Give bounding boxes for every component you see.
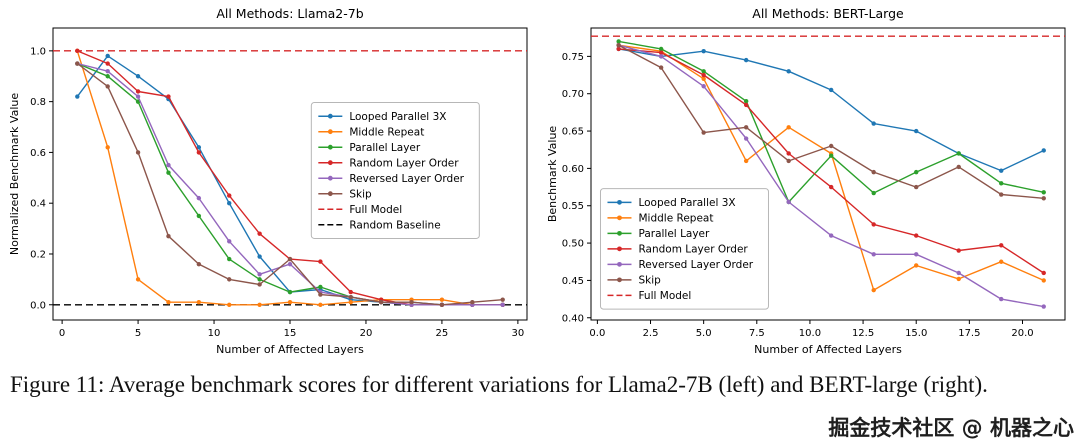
svg-text:25: 25 <box>436 328 449 339</box>
svg-text:1.0: 1.0 <box>30 46 46 57</box>
bert-large-chart-svg: 0.0 2.5 5.0 7.5 10.0 12.5 15.0 17.5 20.0 0.40 0.45… <box>546 6 1066 356</box>
svg-text:2.5: 2.5 <box>643 328 659 339</box>
svg-text:Middle Repeat: Middle Repeat <box>349 126 424 138</box>
svg-text:0.55: 0.55 <box>562 201 584 212</box>
svg-text:17.5: 17.5 <box>958 328 980 339</box>
svg-text:0.0: 0.0 <box>30 300 46 311</box>
svg-text:Parallel Layer: Parallel Layer <box>349 142 421 154</box>
svg-text:Skip: Skip <box>349 188 372 200</box>
svg-text:Number of Affected Layers: Number of Affected Layers <box>754 343 902 356</box>
svg-text:15: 15 <box>284 328 297 339</box>
svg-text:All Methods: Llama2-7b: All Methods: Llama2-7b <box>216 6 363 21</box>
svg-text:0.4: 0.4 <box>30 199 46 210</box>
svg-text:All Methods: BERT-Large: All Methods: BERT-Large <box>752 6 904 21</box>
llama2-7b-chart: 0 5 10 15 20 25 30 0.0 0.2 0.4 0.6 0.8 1.0 All Method… <box>5 4 537 360</box>
svg-text:Random Layer Order: Random Layer Order <box>638 243 748 255</box>
svg-text:20.0: 20.0 <box>1011 328 1033 339</box>
svg-text:10: 10 <box>208 328 221 339</box>
svg-text:0: 0 <box>59 328 65 339</box>
svg-text:Looped Parallel 3X: Looped Parallel 3X <box>638 197 735 209</box>
svg-text:5.0: 5.0 <box>696 328 712 339</box>
svg-text:Full Model: Full Model <box>638 290 691 302</box>
svg-text:0.45: 0.45 <box>562 276 584 287</box>
svg-text:0.8: 0.8 <box>30 97 46 108</box>
svg-text:Parallel Layer: Parallel Layer <box>638 228 710 240</box>
svg-text:Benchmark Value: Benchmark Value <box>546 126 559 223</box>
svg-text:Skip: Skip <box>638 274 661 286</box>
llama2-7b-chart-svg: 0 5 10 15 20 25 30 0.0 0.2 0.4 0.6 0.8 1.0 All Method… <box>8 6 528 356</box>
svg-text:12.5: 12.5 <box>852 328 874 339</box>
charts-row: 0 5 10 15 20 25 30 0.0 0.2 0.4 0.6 0.8 1.0 All Method… <box>5 4 1075 360</box>
svg-text:20: 20 <box>360 328 373 339</box>
svg-text:0.60: 0.60 <box>562 164 584 175</box>
svg-text:0.50: 0.50 <box>562 239 584 250</box>
svg-text:Number of Affected Layers: Number of Affected Layers <box>216 343 364 356</box>
svg-text:0.2: 0.2 <box>30 249 46 260</box>
svg-text:10.0: 10.0 <box>799 328 821 339</box>
svg-text:15.0: 15.0 <box>905 328 927 339</box>
svg-text:0.0: 0.0 <box>589 328 605 339</box>
svg-text:30: 30 <box>512 328 525 339</box>
svg-text:7.5: 7.5 <box>749 328 765 339</box>
watermark: 掘金技术社区 @ 机器之心 <box>828 416 1074 440</box>
svg-text:Looped Parallel 3X: Looped Parallel 3X <box>349 111 446 123</box>
svg-text:5: 5 <box>135 328 141 339</box>
svg-text:0.40: 0.40 <box>562 313 584 324</box>
svg-text:0.65: 0.65 <box>562 127 584 138</box>
svg-text:Full Model: Full Model <box>349 204 402 216</box>
svg-text:Random Layer Order: Random Layer Order <box>349 157 459 169</box>
bert-large-chart: 0.0 2.5 5.0 7.5 10.0 12.5 15.0 17.5 20.0 0.40 0.45… <box>543 4 1075 360</box>
svg-text:Random Baseline: Random Baseline <box>349 219 440 231</box>
svg-text:0.70: 0.70 <box>562 89 584 100</box>
svg-text:0.75: 0.75 <box>562 52 584 63</box>
svg-text:0.6: 0.6 <box>30 148 46 159</box>
figure-caption: Figure 11: Average benchmark scores for … <box>10 372 988 397</box>
svg-text:Reversed Layer Order: Reversed Layer Order <box>349 173 464 185</box>
svg-text:Middle Repeat: Middle Repeat <box>638 212 713 224</box>
svg-text:Reversed Layer Order: Reversed Layer Order <box>638 259 753 271</box>
svg-text:Normalized Benchmark Value: Normalized Benchmark Value <box>8 93 21 255</box>
